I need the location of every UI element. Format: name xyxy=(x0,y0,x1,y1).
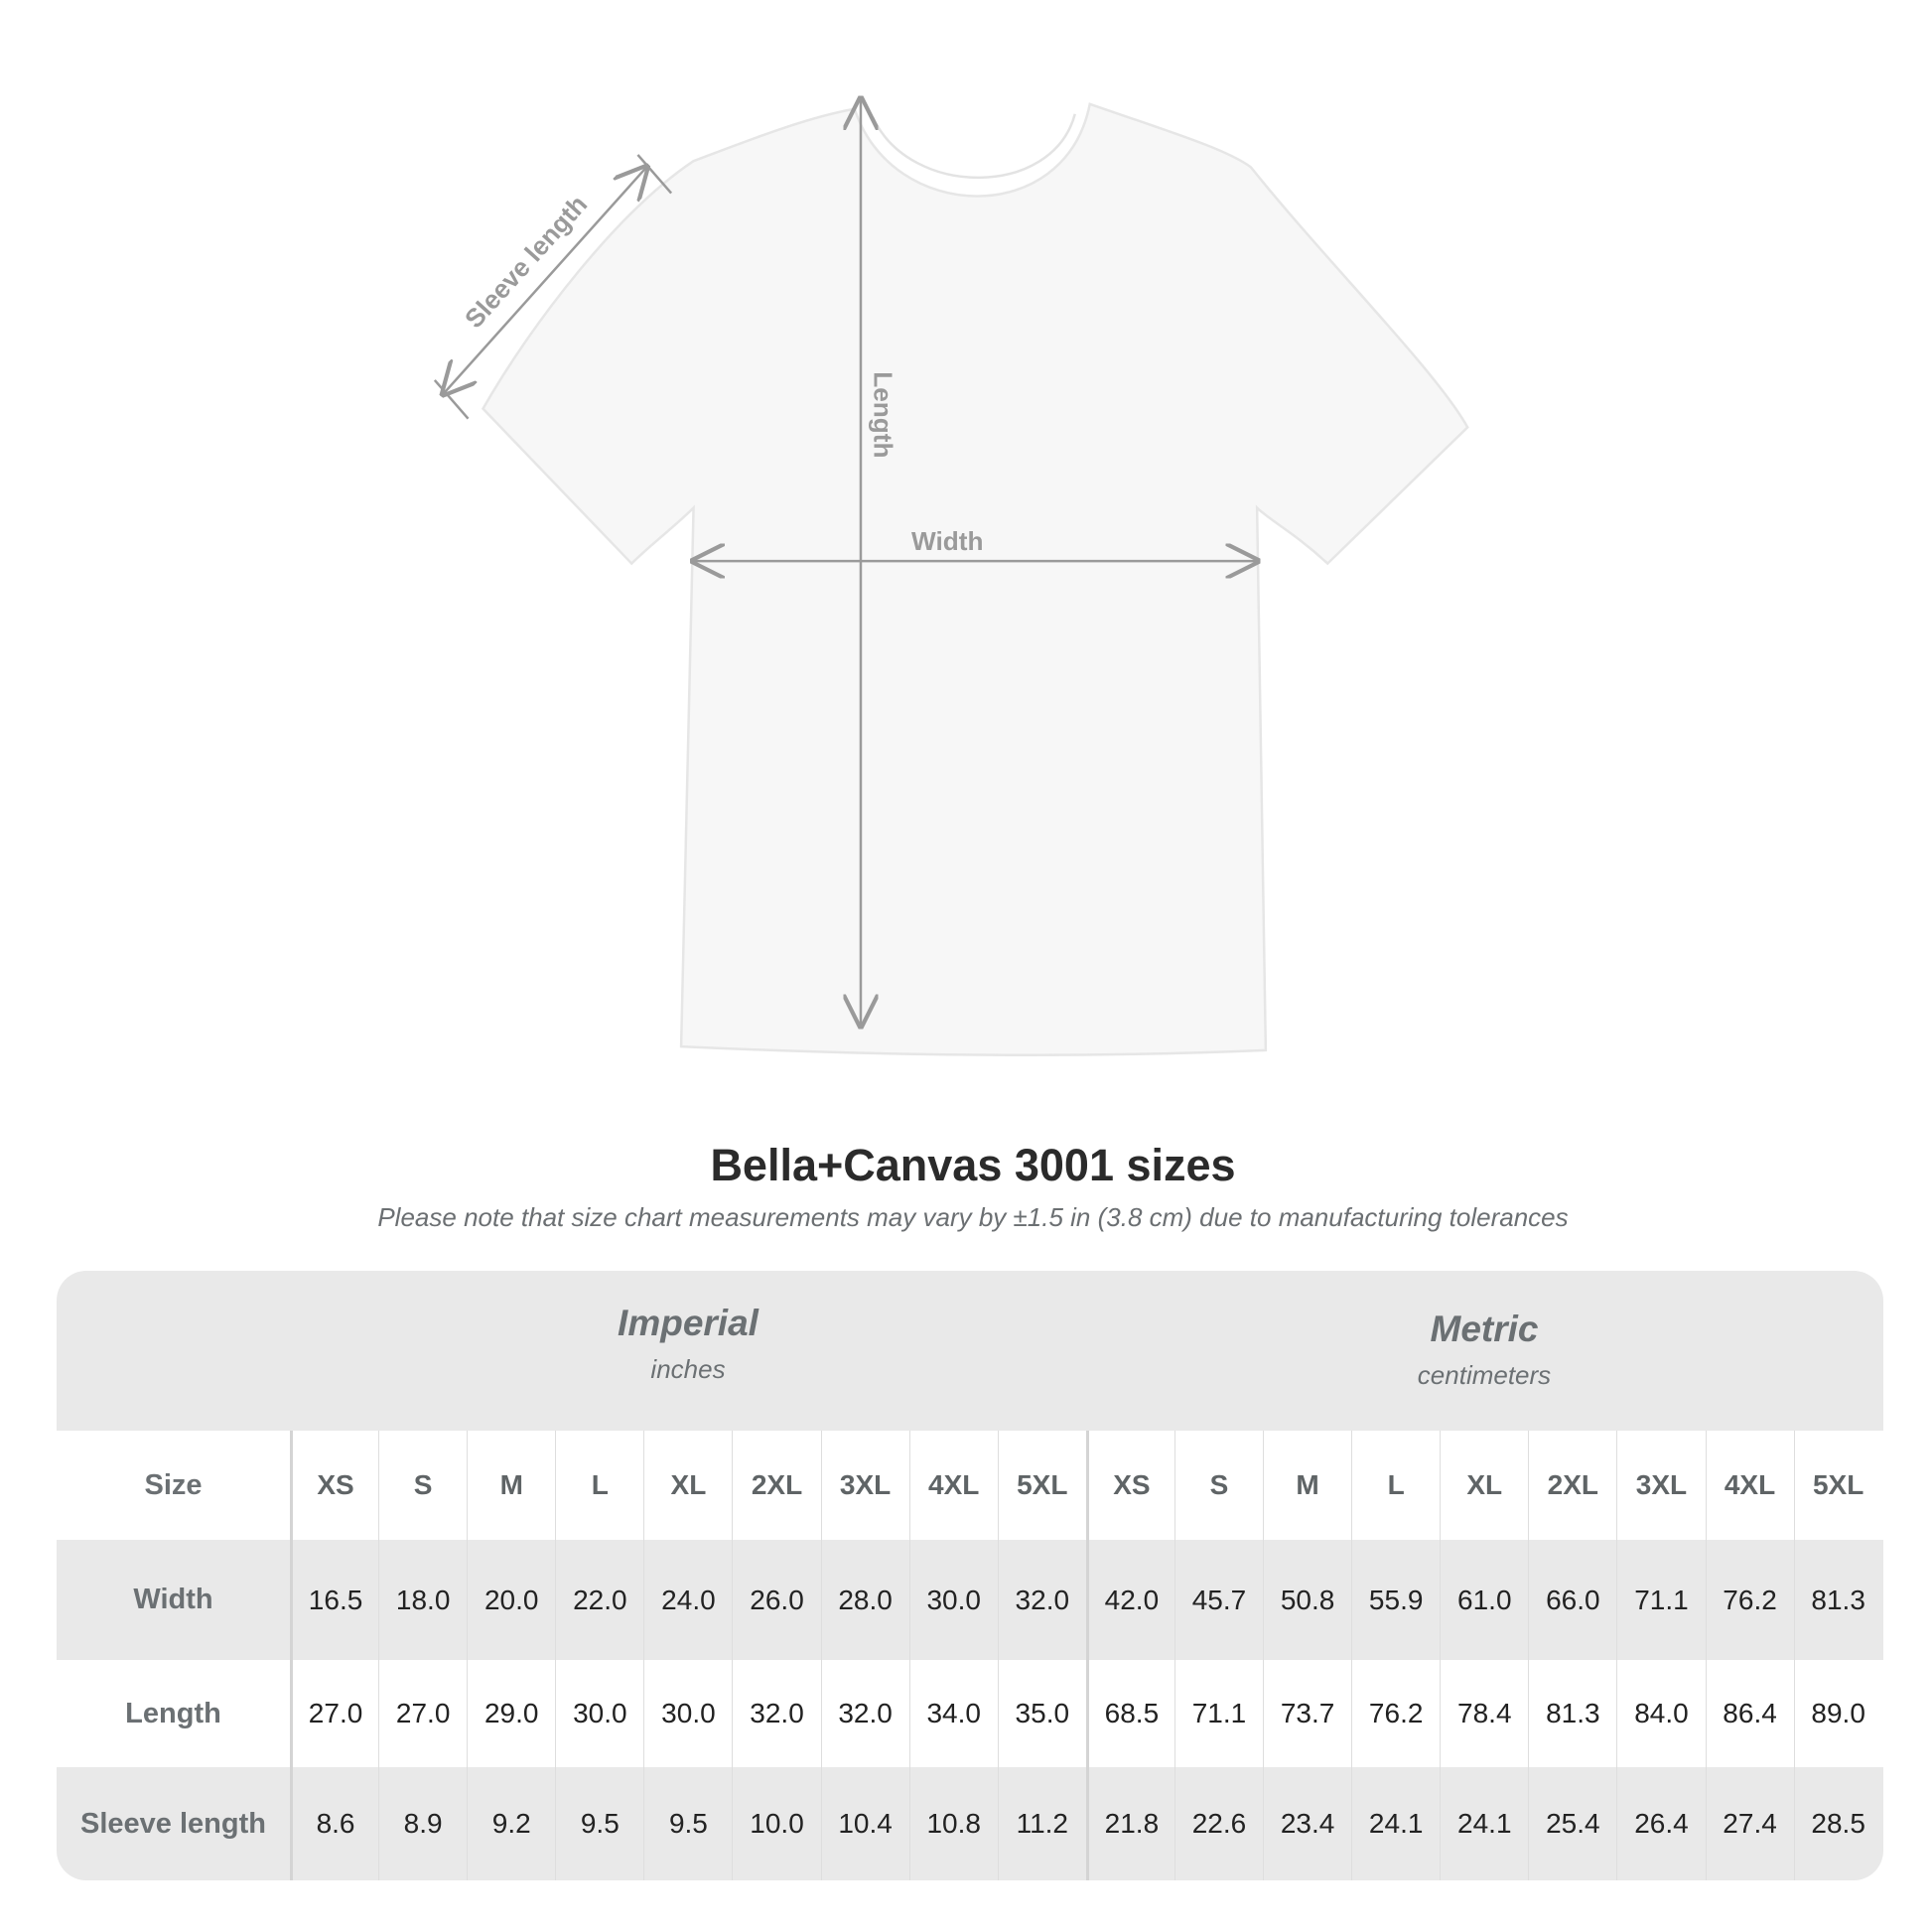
metric-value-cell: 81.3 xyxy=(1793,1540,1882,1660)
table-row: Sleeve length 8.6 8.9 9.2 9.5 9.5 10.0 10.4 10.8… xyxy=(57,1767,1883,1880)
size-header-cell: XS xyxy=(1085,1431,1174,1540)
imperial-value-cell: 16.5 xyxy=(290,1540,378,1660)
size-header-cell: 4XL xyxy=(1705,1431,1794,1540)
imperial-value-cell: 30.0 xyxy=(643,1660,732,1767)
row-label: Length xyxy=(125,1697,221,1729)
imperial-value-cell: 20.0 xyxy=(467,1540,555,1660)
metric-value-cell: 81.3 xyxy=(1528,1660,1616,1767)
size-header-cell: XL xyxy=(643,1431,732,1540)
imperial-value-cell: 24.0 xyxy=(643,1540,732,1660)
imperial-value-cell: 9.5 xyxy=(555,1767,643,1880)
metric-value-cell: 24.1 xyxy=(1440,1767,1528,1880)
imperial-value-cell: 26.0 xyxy=(732,1540,820,1660)
table-row: Length 27.0 27.0 29.0 30.0 30.0 32.0 32.0 34.0 35… xyxy=(57,1660,1883,1767)
size-header-cell: XL xyxy=(1440,1431,1528,1540)
size-table: Imperial inches Metric centimeters Size X… xyxy=(57,1271,1883,1880)
metric-value-cell: 78.4 xyxy=(1440,1660,1528,1767)
imperial-value-cell: 8.9 xyxy=(378,1767,467,1880)
imperial-value-cell: 10.0 xyxy=(732,1767,820,1880)
size-header-cell: 3XL xyxy=(820,1431,909,1540)
metric-value-cell: 89.0 xyxy=(1793,1660,1882,1767)
size-header-cell: XS xyxy=(290,1431,378,1540)
metric-value-cell: 50.8 xyxy=(1263,1540,1351,1660)
metric-value-cell: 61.0 xyxy=(1440,1540,1528,1660)
imperial-value-cell: 29.0 xyxy=(467,1660,555,1767)
imperial-value-cell: 32.0 xyxy=(997,1540,1086,1660)
size-header-cell: 4XL xyxy=(908,1431,998,1540)
size-header-cell: M xyxy=(1263,1431,1351,1540)
imperial-value-cell: 32.0 xyxy=(732,1660,820,1767)
metric-value-cell: 66.0 xyxy=(1528,1540,1616,1660)
metric-value-cell: 24.1 xyxy=(1351,1767,1440,1880)
metric-value-cell: 76.2 xyxy=(1705,1540,1794,1660)
imperial-value-cell: 27.0 xyxy=(378,1660,467,1767)
metric-value-cell: 73.7 xyxy=(1263,1660,1351,1767)
imperial-unit: inches xyxy=(650,1354,726,1384)
imperial-value-cell: 34.0 xyxy=(908,1660,998,1767)
imperial-value-cell: 10.8 xyxy=(908,1767,998,1880)
row-label: Sleeve length xyxy=(80,1807,266,1840)
metric-value-cell: 71.1 xyxy=(1173,1660,1263,1767)
metric-value-cell: 42.0 xyxy=(1085,1540,1174,1660)
metric-value-cell: 55.9 xyxy=(1351,1540,1440,1660)
imperial-value-cell: 9.5 xyxy=(643,1767,732,1880)
imperial-value-cell: 11.2 xyxy=(997,1767,1086,1880)
metric-value-cell: 76.2 xyxy=(1351,1660,1440,1767)
metric-value-cell: 71.1 xyxy=(1616,1540,1705,1660)
metric-value-cell: 86.4 xyxy=(1705,1660,1794,1767)
metric-unit: centimeters xyxy=(1417,1360,1552,1390)
size-header-cell: L xyxy=(1351,1431,1440,1540)
imperial-value-cell: 9.2 xyxy=(467,1767,555,1880)
size-header-cell: S xyxy=(1173,1431,1263,1540)
imperial-title: Imperial xyxy=(618,1303,759,1343)
imperial-header: Imperial inches xyxy=(290,1303,1086,1385)
size-header-cell: 5XL xyxy=(1793,1431,1882,1540)
metric-value-cell: 84.0 xyxy=(1616,1660,1705,1767)
imperial-value-cell: 8.6 xyxy=(290,1767,378,1880)
size-header-cell: 2XL xyxy=(1528,1431,1616,1540)
metric-value-cell: 25.4 xyxy=(1528,1767,1616,1880)
page-title: Bella+Canvas 3001 sizes xyxy=(710,1140,1236,1190)
size-header-cell: L xyxy=(555,1431,643,1540)
imperial-value-cell: 35.0 xyxy=(997,1660,1086,1767)
row-label: Width xyxy=(133,1584,213,1615)
metric-value-cell: 68.5 xyxy=(1085,1660,1174,1767)
metric-value-cell: 22.6 xyxy=(1173,1767,1263,1880)
metric-value-cell: 26.4 xyxy=(1616,1767,1705,1880)
size-header-cell: 5XL xyxy=(997,1431,1086,1540)
metric-header: Metric centimeters xyxy=(1086,1309,1882,1391)
metric-value-cell: 28.5 xyxy=(1793,1767,1882,1880)
imperial-value-cell: 30.0 xyxy=(555,1660,643,1767)
metric-value-cell: 21.8 xyxy=(1085,1767,1174,1880)
size-header-cell: M xyxy=(467,1431,555,1540)
metric-value-cell: 27.4 xyxy=(1705,1767,1794,1880)
size-header-cell: S xyxy=(378,1431,467,1540)
imperial-value-cell: 10.4 xyxy=(820,1767,909,1880)
width-label: Width xyxy=(911,526,983,556)
imperial-value-cell: 22.0 xyxy=(555,1540,643,1660)
length-label: Length xyxy=(869,371,898,458)
imperial-value-cell: 30.0 xyxy=(908,1540,998,1660)
metric-title: Metric xyxy=(1430,1309,1539,1349)
imperial-value-cell: 32.0 xyxy=(820,1660,909,1767)
tshirt-shape xyxy=(481,102,1469,1057)
collar-seam xyxy=(872,113,1076,180)
imperial-value-cell: 18.0 xyxy=(378,1540,467,1660)
metric-value-cell: 45.7 xyxy=(1173,1540,1263,1660)
size-header-cell: 2XL xyxy=(732,1431,820,1540)
tolerance-note: Please note that size chart measurements… xyxy=(377,1202,1569,1232)
imperial-value-cell: 27.0 xyxy=(290,1660,378,1767)
metric-value-cell: 23.4 xyxy=(1263,1767,1351,1880)
row-label: Size xyxy=(144,1468,203,1501)
unit-header-band xyxy=(57,1271,1883,1431)
imperial-value-cell: 28.0 xyxy=(820,1540,909,1660)
table-row: Width 16.5 18.0 20.0 22.0 24.0 26.0 28.0 30.0 32.… xyxy=(57,1540,1883,1660)
sleeve-arrow xyxy=(444,167,647,393)
size-header-cell: 3XL xyxy=(1616,1431,1705,1540)
size-header-row: Size XS S M L XL 2XL 3XL 4XL 5XL XS S M L XL 2XL 3XL 4XL 5… xyxy=(57,1431,1883,1540)
